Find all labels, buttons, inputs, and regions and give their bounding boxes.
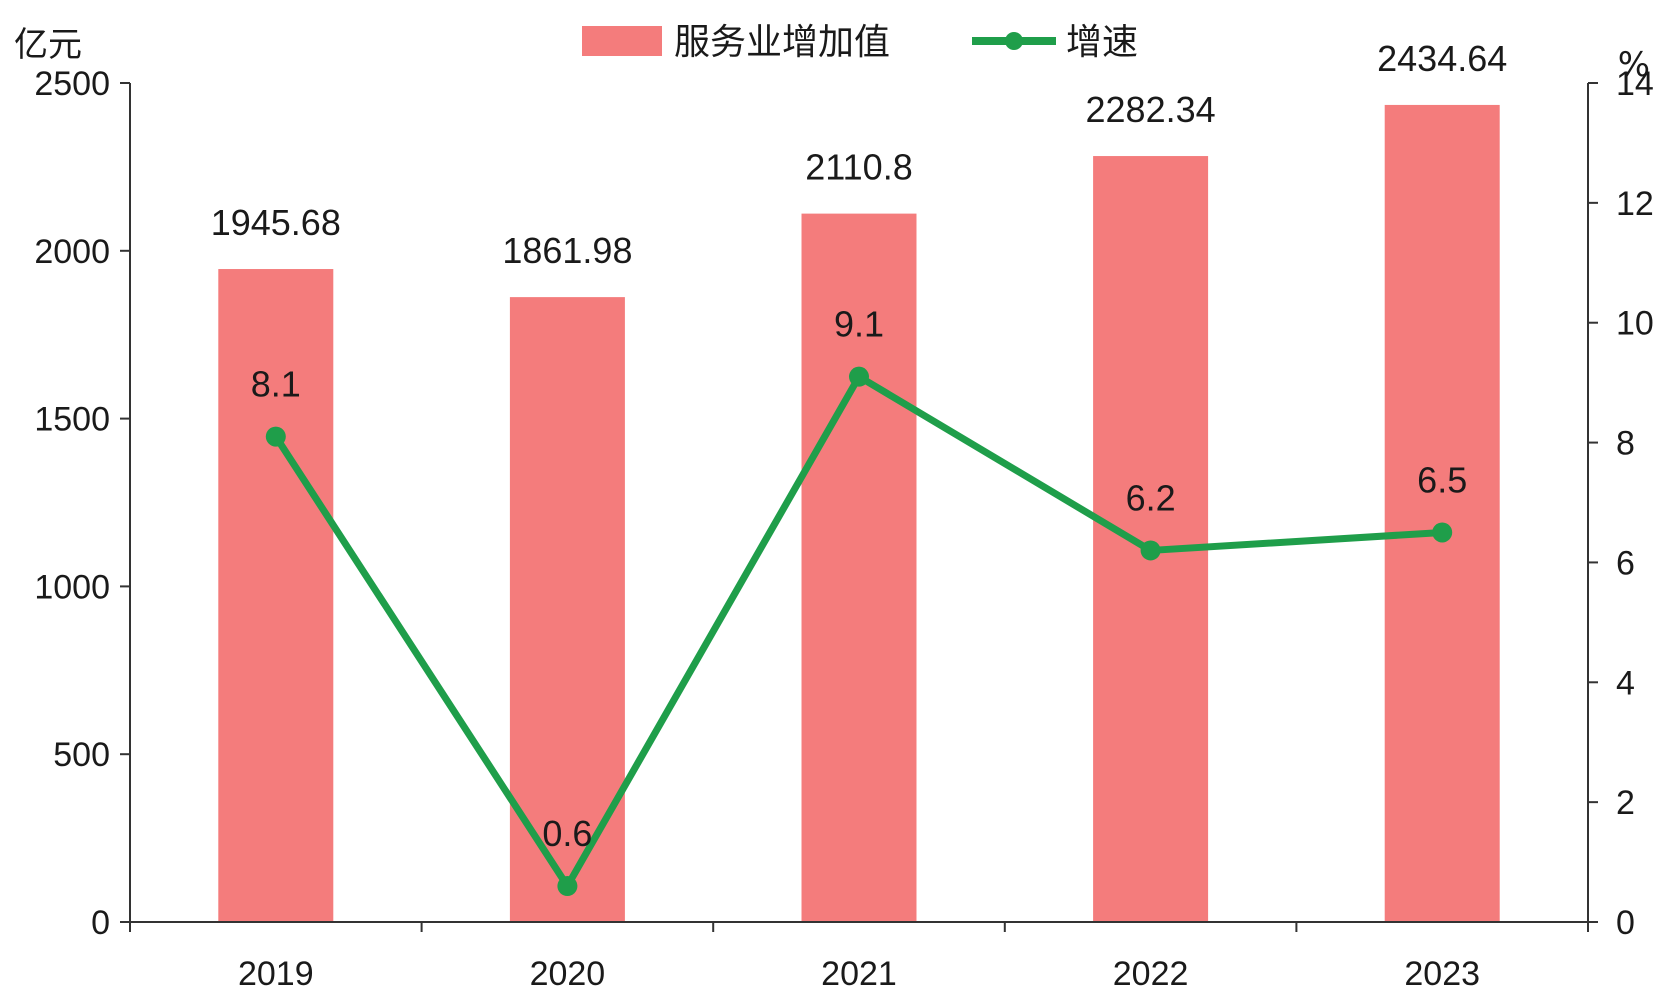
data-labels: 1945.68 1861.98 2110.8 2282.34 2434.64 8.1 0.6…	[211, 38, 1508, 854]
bar-value-label: 1945.68	[211, 202, 341, 243]
bar-value-label: 1861.98	[502, 230, 632, 271]
growth-value-label: 6.2	[1126, 477, 1176, 518]
growth-value-label: 8.1	[251, 364, 301, 405]
bar-2022	[1093, 156, 1209, 922]
left-tick-label: 1500	[34, 401, 110, 439]
right-tick-label: 10	[1616, 305, 1654, 343]
bar-2023	[1384, 104, 1500, 922]
growth-point-2022	[1140, 540, 1161, 561]
left-axis-unit: 亿元	[14, 25, 82, 65]
growth-point-2023	[1432, 522, 1453, 543]
right-tick-label: 0	[1616, 904, 1635, 942]
x-tick-label: 2023	[1404, 955, 1480, 993]
growth-point-2020	[557, 876, 578, 897]
left-axis: 0 500 1000 1500 2000 2500	[34, 65, 130, 942]
legend-label-bar: 服务业增加值	[674, 22, 890, 63]
legend-swatch-marker	[1005, 32, 1023, 50]
bar-series	[218, 104, 1500, 922]
x-tick-label: 2019	[238, 955, 314, 993]
right-tick-label: 14	[1616, 65, 1654, 103]
left-tick-label: 2500	[34, 65, 110, 103]
bar-value-label: 2282.34	[1086, 89, 1216, 130]
x-tick-label: 2020	[530, 955, 606, 993]
growth-value-label: 9.1	[834, 304, 884, 345]
left-tick-label: 500	[53, 736, 110, 774]
axes-lines	[129, 83, 1589, 923]
legend-swatch-bar	[582, 26, 662, 56]
right-axis-unit: %	[1618, 45, 1650, 85]
x-axis: 2019 2020 2021 2022 2023	[129, 922, 1589, 993]
left-tick-label: 2000	[34, 233, 110, 271]
bar-2021	[801, 213, 917, 922]
line-series	[265, 366, 1453, 897]
left-tick-label: 1000	[34, 568, 110, 606]
x-tick-label: 2022	[1113, 955, 1189, 993]
bar-2019	[218, 269, 334, 922]
right-axis: 0 2 4 6 8 10 12 14	[1588, 65, 1654, 942]
x-tick-label: 2021	[821, 955, 897, 993]
right-tick-label: 6	[1616, 544, 1635, 582]
right-tick-label: 2	[1616, 784, 1635, 822]
right-tick-label: 8	[1616, 425, 1635, 463]
chart-legend: 服务业增加值 增速	[582, 22, 1138, 63]
bar-value-label: 2434.64	[1377, 38, 1507, 79]
growth-value-label: 6.5	[1417, 459, 1467, 500]
bar-value-label: 2110.8	[805, 147, 912, 188]
legend-label-line: 增速	[1066, 22, 1138, 63]
growth-point-2019	[265, 426, 286, 447]
right-tick-label: 12	[1616, 185, 1654, 223]
right-tick-label: 4	[1616, 664, 1635, 702]
left-tick-label: 0	[91, 904, 110, 942]
growth-point-2021	[849, 366, 869, 387]
growth-value-label: 0.6	[542, 813, 592, 854]
